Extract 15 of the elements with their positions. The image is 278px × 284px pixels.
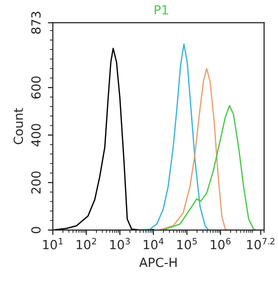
chart-title: P1 bbox=[154, 5, 168, 14]
y-tick-label: 873 bbox=[31, 12, 41, 34]
y-tick-label: 0 bbox=[31, 226, 41, 234]
x-tick-label: 10$^{5}$ bbox=[177, 238, 197, 250]
x-tick-label: 10$^{6}$ bbox=[210, 238, 231, 250]
x-tick-label: 10$^{3}$ bbox=[110, 238, 130, 250]
x-tick-label: 10$^{7.2}$ bbox=[247, 238, 274, 250]
x-tick-label: 10$^{4}$ bbox=[144, 238, 164, 250]
y-axis-title: Count bbox=[14, 108, 24, 144]
x-tick-label: 10$^{2}$ bbox=[76, 238, 96, 250]
y-tick-label: 600 bbox=[31, 76, 41, 99]
x-axis-title: APC-H bbox=[139, 258, 177, 268]
x-tick-label: 10$^{1}$ bbox=[43, 238, 63, 250]
y-tick-label: 200 bbox=[31, 171, 41, 194]
y-tick-label: 400 bbox=[31, 124, 41, 146]
